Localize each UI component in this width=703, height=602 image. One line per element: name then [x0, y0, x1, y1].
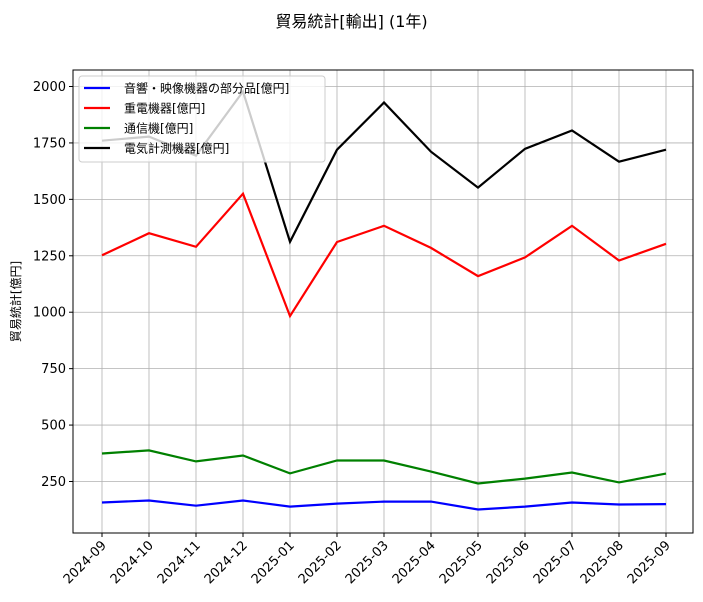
series-line-0 — [101, 499, 667, 511]
series-line-2 — [101, 449, 667, 485]
x-tick-label: 2025-01 — [249, 538, 298, 587]
x-tick-label: 2025-05 — [437, 538, 486, 587]
legend-box — [78, 75, 326, 163]
x-tick-label: 2024-11 — [155, 538, 204, 587]
x-tick-label: 2025-07 — [531, 538, 580, 587]
chart-title: 貿易統計[輸出] (1年) — [275, 12, 428, 31]
y-axis-label: 貿易統計[億円] — [8, 261, 23, 342]
x-tick-label: 2025-04 — [390, 538, 439, 587]
series-line-1 — [101, 191, 667, 319]
y-tick-label: 1500 — [33, 193, 66, 208]
x-tick-label: 2025-02 — [296, 538, 345, 587]
x-tick-label: 2025-06 — [484, 538, 533, 587]
legend: 音響・映像機器の部分品[億円] 重電機器[億円] 通信機[億円] 電気計測機器[億円] — [78, 75, 326, 163]
x-tick-label: 2024-10 — [108, 538, 157, 587]
y-tick-label: 250 — [41, 475, 66, 490]
x-tick-label: 2024-12 — [202, 538, 251, 587]
legend-label: 音響・映像機器の部分品[億円] — [124, 81, 289, 96]
legend-label: 通信機[億円] — [124, 121, 193, 136]
legend-label: 重電機器[億円] — [124, 101, 205, 116]
y-tick-label: 500 — [41, 419, 66, 434]
y-tick-label: 1750 — [33, 136, 66, 151]
series-lines — [101, 89, 667, 511]
legend-label: 電気計測機器[億円] — [124, 141, 229, 156]
x-tick-label: 2025-08 — [578, 538, 627, 587]
x-tick-label: 2025-09 — [625, 538, 674, 587]
axes-frame — [72, 69, 694, 534]
x-tick-label: 2025-03 — [343, 538, 392, 587]
y-tick-label: 1250 — [33, 249, 66, 264]
y-tick-label: 750 — [41, 362, 66, 377]
y-tick-label: 1000 — [33, 306, 66, 321]
x-tick-label: 2024-09 — [61, 538, 110, 587]
y-tick-label: 2000 — [33, 80, 66, 95]
